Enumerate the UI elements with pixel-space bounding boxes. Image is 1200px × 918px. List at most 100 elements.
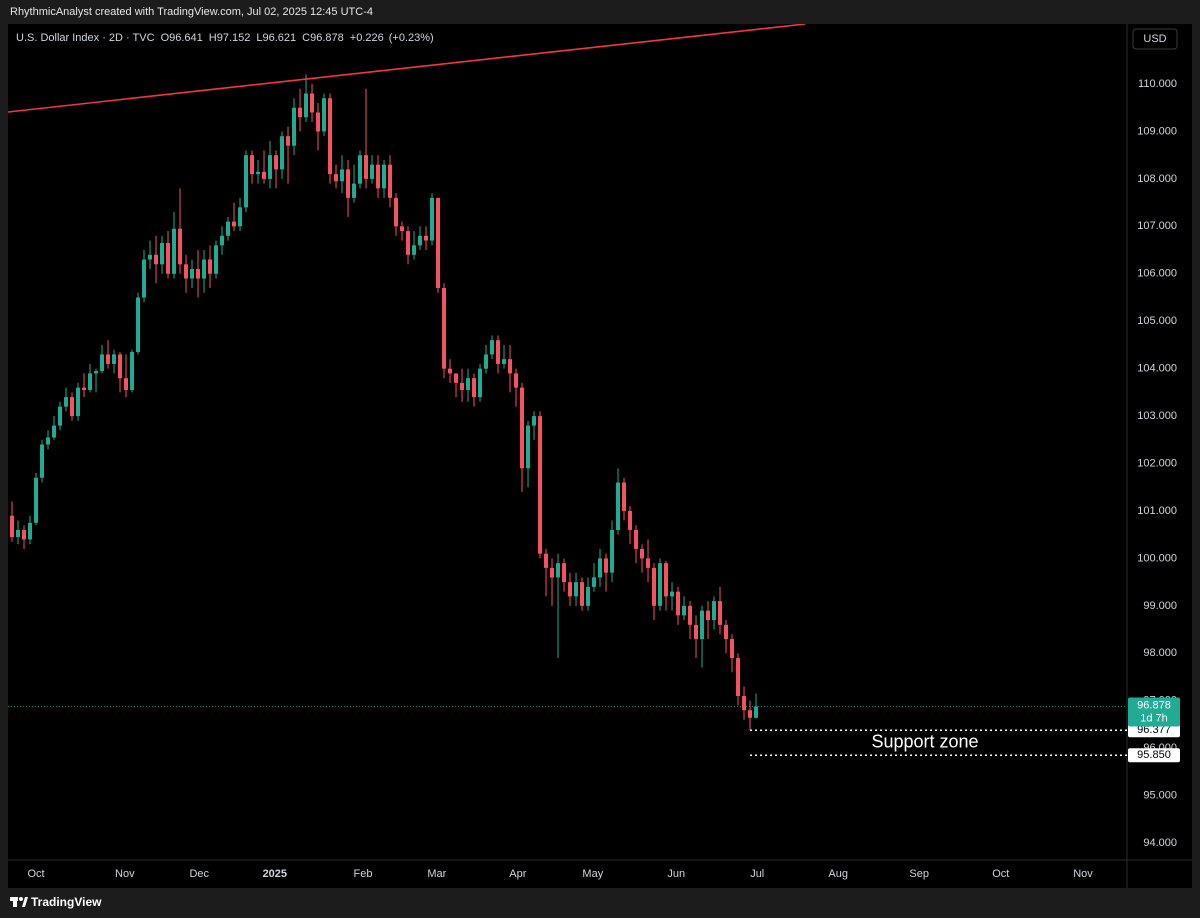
candle-body <box>478 368 483 398</box>
candle-body <box>430 197 435 241</box>
candle-body <box>472 378 477 398</box>
candle-body <box>28 522 33 540</box>
currency[interactable]: USD <box>1143 33 1166 45</box>
candle-body <box>148 254 153 260</box>
candle-body <box>82 387 87 391</box>
y-tick-label: 110.000 <box>1138 78 1177 90</box>
c-value: 96.878 <box>310 32 344 44</box>
candle-body <box>76 387 81 417</box>
header: RhythmicAnalyst created with TradingView… <box>10 6 373 18</box>
candle-body <box>214 245 219 274</box>
price-box <box>1128 697 1180 727</box>
y-tick-label: 105.000 <box>1137 315 1177 327</box>
candle-body <box>106 354 111 364</box>
brand-logo <box>10 897 28 907</box>
candle-body <box>322 98 327 132</box>
candle-body <box>142 259 147 298</box>
h-value: 97.152 <box>217 32 251 44</box>
candle-body <box>418 235 423 246</box>
candle-body <box>52 425 57 438</box>
support-price-box <box>1128 748 1180 763</box>
y-tick-label: 104.000 <box>1137 363 1177 375</box>
candle-body <box>736 658 741 696</box>
change: +0.226 <box>350 32 384 44</box>
candle-body <box>262 171 267 179</box>
x-tick-label: Aug <box>828 868 848 880</box>
candle-body <box>526 425 531 469</box>
y-tick-label: 98.000 <box>1143 647 1177 659</box>
candle-body <box>634 529 639 549</box>
candle-body <box>682 605 687 616</box>
countdown: 1d 7h <box>1140 712 1168 724</box>
y-tick-label: 108.000 <box>1137 173 1177 185</box>
candle-body <box>190 269 195 279</box>
candle-body <box>598 558 603 578</box>
candle-body <box>70 397 75 417</box>
candle-body <box>382 164 387 189</box>
logo-shape <box>19 897 23 901</box>
candle-body <box>280 136 285 170</box>
candle-body <box>550 567 555 578</box>
candle-body <box>412 245 417 255</box>
candle-body <box>730 639 735 659</box>
candle-body <box>370 164 375 179</box>
currency-button[interactable] <box>1132 28 1178 50</box>
l-value: 96.621 <box>263 32 297 44</box>
candle-body <box>376 164 381 189</box>
x-tick-label: Mar <box>427 868 446 880</box>
candle-body <box>754 706 759 718</box>
candle-body <box>340 169 345 182</box>
y-tick-label: 103.000 <box>1137 410 1177 422</box>
candle-body <box>664 563 669 597</box>
candle-body <box>592 577 597 587</box>
c-label: C <box>302 32 310 44</box>
candle-body <box>742 695 747 711</box>
o-value: 96.641 <box>169 32 203 44</box>
candle-body <box>268 155 273 179</box>
x-tick-label: Nov <box>1073 868 1093 880</box>
candle-body <box>724 624 729 640</box>
y-tick-label: 109.000 <box>1137 125 1177 137</box>
price-label: 96.878 <box>1137 699 1171 711</box>
candle-body <box>544 553 549 568</box>
x-tick-label: 2025 <box>263 868 287 880</box>
candle-body <box>232 221 237 227</box>
candle-body <box>220 235 225 246</box>
x-tick-label: Jun <box>667 868 685 880</box>
candle-body <box>496 340 501 364</box>
y-tick-label: 102.000 <box>1137 457 1177 469</box>
candle-body <box>364 155 369 179</box>
trendline <box>8 24 806 113</box>
candle-body <box>292 107 297 146</box>
candle-body <box>34 477 39 523</box>
x-tick-label: Jul <box>750 868 764 880</box>
candle-body <box>250 155 255 175</box>
candle-body <box>136 297 141 353</box>
candle-body <box>100 354 105 372</box>
candle-body <box>676 591 681 616</box>
candle-body <box>520 387 525 469</box>
brand: TradingView <box>31 895 102 909</box>
candle-body <box>436 197 441 289</box>
candle-body <box>88 373 93 391</box>
candle-body <box>688 605 693 625</box>
candle-body <box>352 183 357 198</box>
y-tick-label: 106.000 <box>1137 268 1177 280</box>
candle-body <box>586 586 591 606</box>
candle-body <box>40 444 45 478</box>
symbol: U.S. Dollar Index · 2D · TVC <box>16 32 155 44</box>
candle-body <box>94 371 99 374</box>
legend: U.S. Dollar Index · 2D · TVC O96.641 H97.1… <box>16 32 434 44</box>
l-label: L <box>256 32 262 44</box>
candle-body <box>202 259 207 279</box>
candle-body <box>16 529 21 538</box>
candle-body <box>574 582 579 597</box>
candle-body <box>652 567 657 606</box>
candle-body <box>316 112 321 132</box>
x-tick-label: Dec <box>189 868 209 880</box>
candle-body <box>178 228 183 265</box>
candle-body <box>460 382 465 391</box>
candle-body <box>328 98 333 175</box>
support-price-label: 95.850 <box>1137 749 1171 761</box>
